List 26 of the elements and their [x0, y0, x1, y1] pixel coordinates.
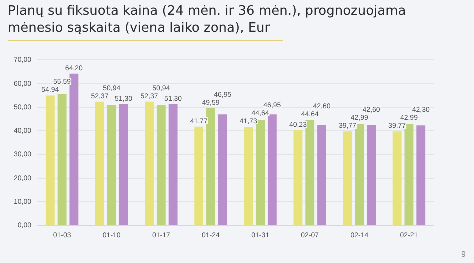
bar — [306, 120, 315, 226]
bar — [343, 132, 352, 226]
bar — [46, 96, 55, 226]
bar — [168, 104, 178, 226]
bar — [58, 94, 67, 226]
bar — [218, 114, 228, 226]
bar — [107, 105, 116, 226]
bar — [268, 114, 277, 226]
bar — [367, 124, 376, 226]
bar — [416, 126, 426, 226]
bar — [244, 127, 254, 226]
bar — [119, 104, 128, 226]
bar — [194, 126, 204, 226]
bar — [206, 108, 216, 226]
bar — [355, 124, 364, 226]
bar — [392, 132, 402, 226]
bar — [70, 74, 79, 226]
bar — [156, 105, 166, 226]
bar — [145, 102, 154, 226]
bar — [256, 120, 265, 226]
chart-title: Planų su fiksuota kaina (24 mėn. ir 36 mėn.), prognozuojama mėnesio sąskaita (viena laiko zona), Eur — [8, 3, 408, 37]
bar — [96, 102, 104, 226]
bar — [404, 124, 414, 226]
bar — [294, 130, 303, 226]
text: 9 — [462, 250, 466, 259]
bar — [318, 124, 326, 226]
